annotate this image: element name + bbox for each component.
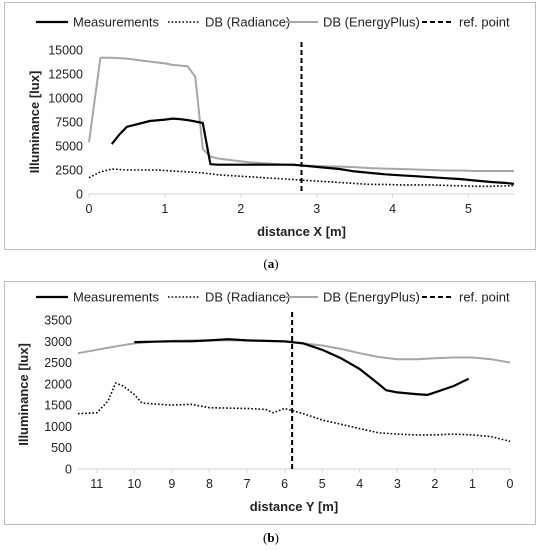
panel-b: Measurements DB (Radiance) DB (EnergyPlus)…	[0, 275, 542, 550]
y-tick-label-a: 10000	[48, 92, 83, 106]
panel-a: Measurements DB (Radiance) DB (EnergyPlus)…	[0, 2, 542, 272]
x-tick-label-a: 4	[389, 202, 396, 216]
y-tick-label-b: 1000	[44, 420, 72, 434]
chart-b: Measurements DB (Radiance) DB (EnergyPlus)…	[16, 290, 514, 515]
x-tick-label-b: 4	[356, 477, 363, 491]
series-db-energyplus-b	[77, 339, 511, 364]
legend-label-energyplus: DB (EnergyPlus)	[323, 290, 420, 305]
x-tick-label-b: 2	[431, 477, 438, 491]
caption-b-label: b	[267, 530, 275, 545]
caption-b: (b)	[0, 530, 542, 546]
y-tick-label-a: 0	[76, 188, 83, 202]
y-tick-label-b: 2000	[44, 377, 72, 391]
legend-label-ref: ref. point	[459, 290, 510, 305]
legend-label-energyplus: DB (EnergyPlus)	[323, 15, 420, 30]
y-tick-label-b: 2500	[44, 356, 72, 370]
y-tick-label-a: 7500	[55, 116, 83, 130]
x-axis-label-a: distance X [m]	[257, 224, 346, 239]
y-tick-label-b: 3000	[44, 335, 72, 349]
y-tick-label-a: 2500	[55, 164, 83, 178]
x-tick-label-b: 10	[127, 477, 141, 491]
x-tick-label-b: 3	[394, 477, 401, 491]
caption-b-open: (	[263, 530, 268, 545]
series-measurements-b	[134, 338, 470, 397]
y-axis-label-b: Illuminance [lux]	[16, 343, 31, 446]
y-tick-label-b: 3500	[44, 314, 72, 328]
chart-frame-b	[4, 281, 536, 525]
x-tick-label-b: 5	[319, 477, 326, 491]
y-tick-label-a: 12500	[48, 68, 83, 82]
legend-a: Measurements DB (Radiance) DB (EnergyPlus)…	[36, 15, 510, 30]
x-tick-label-a: 0	[86, 202, 93, 216]
y-tick-label-a: 5000	[55, 140, 83, 154]
legend-label-radiance: DB (Radiance)	[205, 290, 290, 305]
x-tick-label-b: 7	[244, 477, 251, 491]
caption-a-label: a	[267, 256, 275, 271]
caption-b-close: )	[274, 530, 279, 545]
y-tick-label-b: 1500	[44, 399, 72, 413]
y-axis-label-a: Illuminance [lux]	[27, 71, 42, 174]
legend-label-radiance: DB (Radiance)	[205, 15, 290, 30]
x-axis-label-b: distance Y [m]	[250, 499, 338, 514]
x-tick-label-a: 2	[237, 202, 244, 216]
x-tick-label-b: 8	[206, 477, 213, 491]
caption-a-open: (	[263, 256, 268, 271]
y-tick-label-b: 0	[65, 463, 72, 477]
chart-frame-a	[4, 2, 536, 250]
x-tick-label-b: 6	[281, 477, 288, 491]
legend-label-measurements: Measurements	[73, 290, 159, 305]
series-measurements-a	[110, 117, 515, 185]
x-tick-label-b: 0	[507, 477, 514, 491]
series-db-radiance-b	[77, 382, 511, 443]
x-tick-label-b: 9	[168, 477, 175, 491]
y-tick-label-b: 500	[51, 441, 72, 455]
legend-b: Measurements DB (Radiance) DB (EnergyPlus)…	[36, 290, 510, 305]
x-tick-label-b: 1	[469, 477, 476, 491]
y-tick-label-a: 15000	[48, 44, 83, 58]
series-db-radiance-a	[88, 168, 515, 188]
legend-label-measurements: Measurements	[73, 15, 159, 30]
x-tick-label-a: 1	[161, 202, 168, 216]
x-tick-label-a: 5	[465, 202, 472, 216]
x-tick-label-b: 11	[90, 477, 103, 491]
chart-a: Measurements DB (Radiance) DB (EnergyPlus)…	[27, 15, 515, 239]
caption-a-close: )	[274, 256, 279, 271]
x-tick-label-a: 3	[313, 202, 320, 216]
caption-a: (a)	[0, 256, 542, 272]
legend-label-ref: ref. point	[459, 15, 510, 30]
